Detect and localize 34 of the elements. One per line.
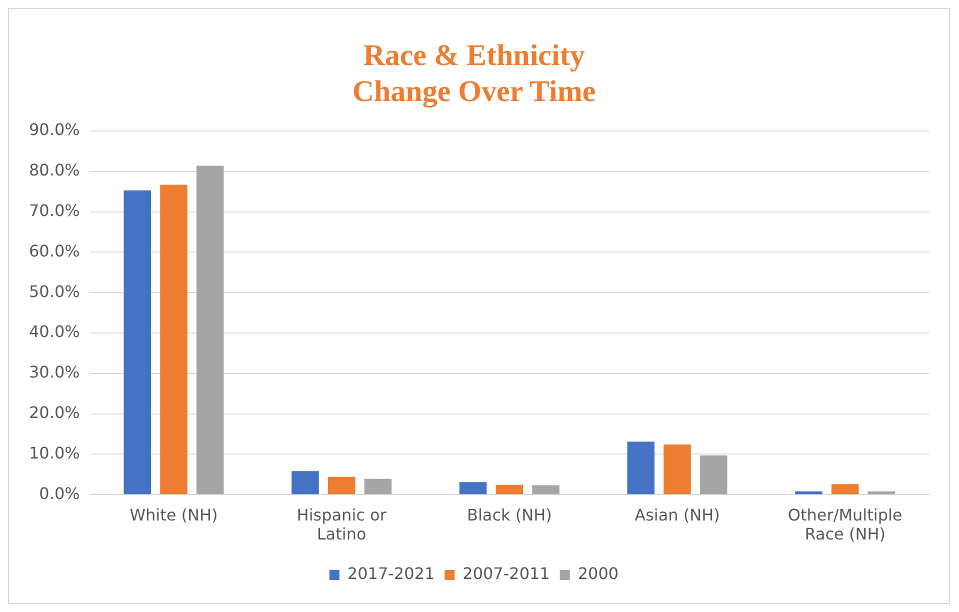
x-tick-label: Asian (NH): [634, 505, 720, 524]
y-tick-label: 60.0%: [29, 241, 80, 260]
y-tick-label: 80.0%: [29, 160, 80, 180]
y-tick-label: 30.0%: [29, 362, 80, 382]
x-tick-label: White (NH): [130, 505, 218, 524]
bar: [364, 478, 392, 494]
bar: [328, 476, 356, 494]
x-tick-label: Hispanic or Latino: [296, 505, 387, 544]
x-tick-label: Other/Multiple Race (NH): [788, 505, 902, 544]
bar: [627, 442, 655, 494]
bar: [160, 184, 188, 494]
bar: [700, 455, 728, 494]
chart-title: Race & Ethnicity Change Over Time: [352, 38, 596, 108]
legend-label: 2017-2021: [347, 564, 435, 584]
bar: [795, 491, 822, 494]
bar: [292, 471, 319, 494]
x-tick-label: Black (NH): [466, 505, 552, 524]
y-tick-label: 0.0%: [39, 484, 80, 503]
bar: [532, 485, 560, 494]
bar: [496, 484, 524, 494]
bar: [196, 166, 224, 494]
bar: [459, 482, 487, 494]
legend-label: 2000: [578, 564, 619, 584]
y-tick-label: 50.0%: [29, 282, 80, 301]
y-tick-label: 40.0%: [29, 322, 80, 342]
bar: [124, 190, 152, 494]
y-tick-label: 90.0%: [29, 120, 80, 140]
bar: [868, 491, 896, 494]
y-tick-label: 10.0%: [29, 443, 80, 462]
bar: [831, 484, 859, 494]
bar: [664, 444, 691, 494]
y-tick-label: 70.0%: [29, 200, 80, 220]
legend-label: 2007-2011: [462, 564, 550, 584]
y-tick-label: 20.0%: [29, 402, 80, 422]
